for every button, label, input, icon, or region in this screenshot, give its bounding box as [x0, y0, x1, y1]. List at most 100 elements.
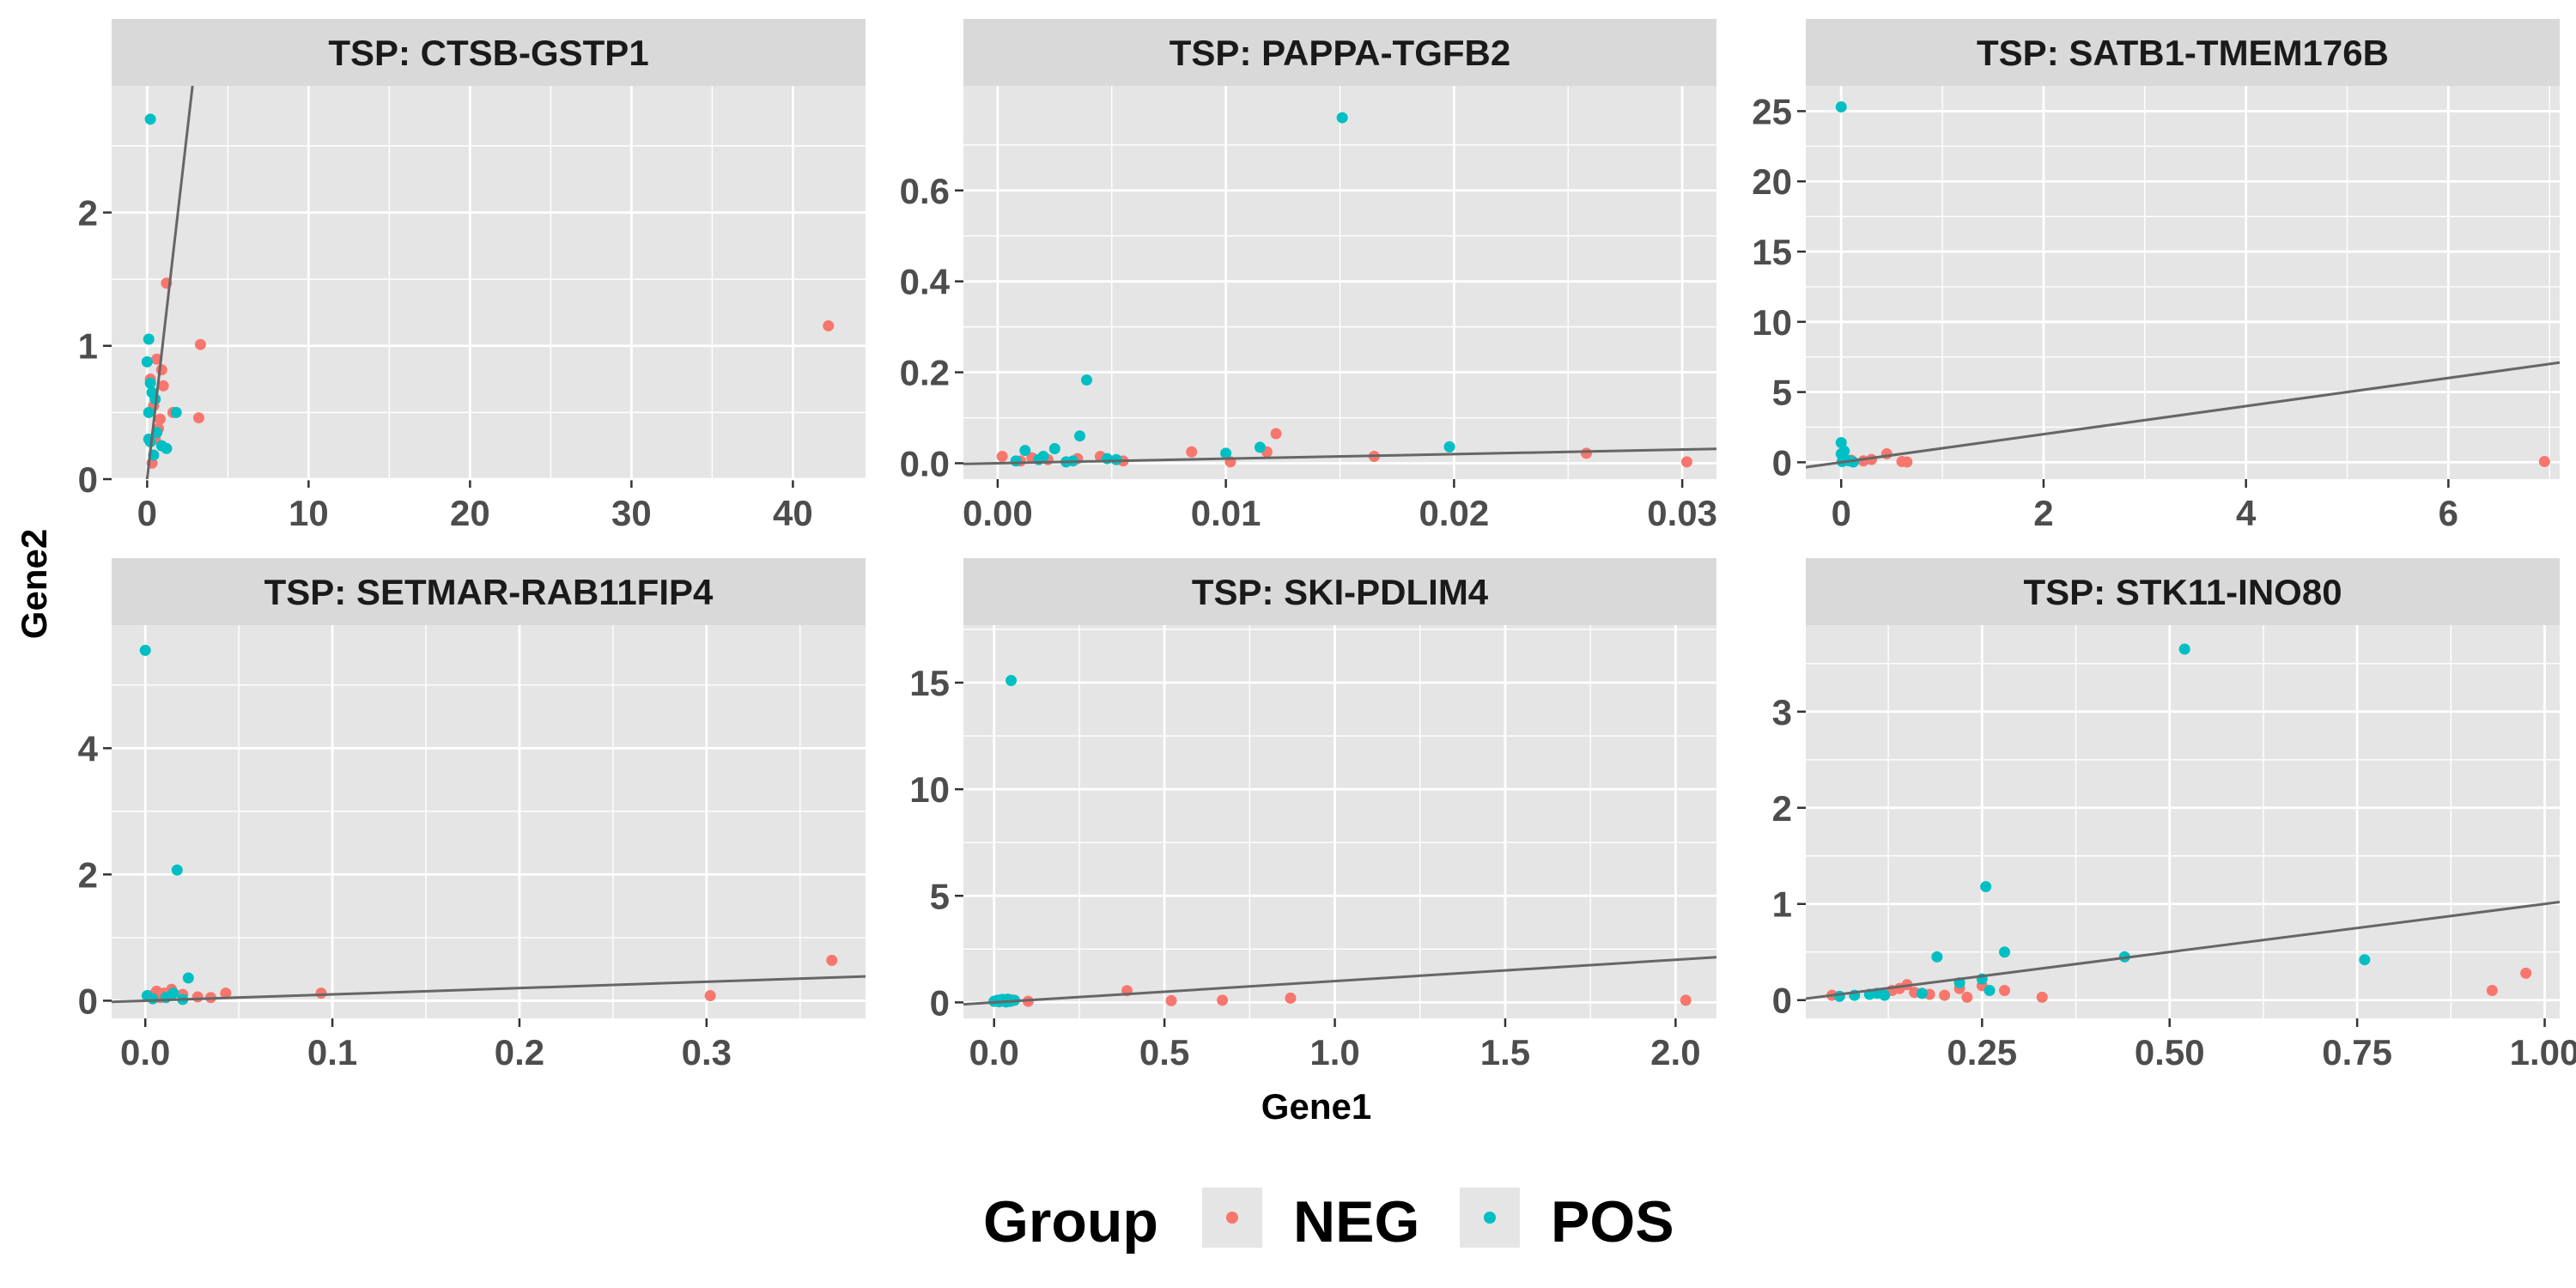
data-point-pos: [1074, 430, 1086, 442]
legend: Group NEG POS: [983, 1188, 1674, 1255]
y-tick-label: 0.4: [900, 262, 951, 302]
data-point-neg: [1961, 991, 1973, 1003]
data-point-pos: [144, 377, 156, 389]
x-tick-label: 0.0: [120, 1032, 170, 1072]
y-tick-label: 0: [930, 982, 950, 1023]
data-point-neg: [1165, 994, 1177, 1006]
legend-label-neg: NEG: [1293, 1189, 1419, 1255]
data-point-pos: [1838, 445, 1850, 457]
y-tick-label: 0: [1772, 981, 1792, 1021]
y-tick-label: 2: [78, 192, 98, 233]
data-point-neg: [1680, 994, 1692, 1006]
data-point-neg: [155, 364, 167, 376]
x-tick-label: 30: [611, 493, 652, 533]
data-point-pos: [139, 644, 151, 656]
y-tick-label: 15: [909, 663, 950, 703]
plot-area: [112, 625, 866, 1018]
y-tick-label: 0.2: [900, 353, 950, 393]
y-tick-label: 15: [1752, 232, 1792, 272]
y-tick-label: 20: [1752, 161, 1792, 202]
x-tick-label: 6: [2439, 493, 2458, 533]
facet-panel: TSP: SETMAR-RAB11FIP4 0.0 0.1 0.2 0.3 0 2 4: [78, 558, 866, 1072]
data-point-neg: [220, 987, 232, 999]
data-point-neg: [1999, 985, 2011, 997]
data-point-neg: [154, 413, 166, 425]
facet-title: TSP: PAPPA-TGFB2: [1170, 33, 1510, 73]
data-point-pos: [1999, 946, 2011, 958]
data-point-neg: [1680, 456, 1692, 468]
data-point-pos: [2359, 954, 2371, 966]
data-point-neg: [194, 338, 206, 350]
y-tick-label: 3: [1772, 692, 1792, 732]
data-point-pos: [143, 333, 155, 345]
data-point-neg: [1186, 446, 1198, 458]
y-tick-label: 5: [1772, 373, 1792, 413]
x-tick-label: 0.1: [307, 1032, 357, 1072]
facet-panel: TSP: SATB1-TMEM176B 0 2 4 6 0 5 10 15 20 25: [1752, 19, 2560, 533]
plot-area: [1806, 86, 2560, 479]
data-point-pos: [1220, 447, 1232, 459]
legend-title: Group: [983, 1189, 1158, 1255]
facet-panel: TSP: STK11-INO80 0.25 0.50 0.75 1.00 0 1 2 3: [1772, 558, 2576, 1072]
y-tick-label: 10: [1752, 302, 1792, 343]
facet-strip: [963, 558, 1716, 625]
minor-gridlines: [112, 86, 866, 479]
minor-gridlines: [963, 625, 1716, 1018]
facet-title: TSP: SKI-PDLIM4: [1192, 572, 1489, 612]
data-point-pos: [1879, 989, 1891, 1001]
facet-title: TSP: STK11-INO80: [2023, 572, 2342, 612]
data-points: [1826, 643, 2532, 1003]
x-tick-label: 1.00: [2510, 1032, 2576, 1072]
y-tick-label: 2: [78, 854, 98, 895]
data-point-pos: [1984, 985, 1996, 997]
y-axis-title: Gene2: [14, 529, 54, 639]
x-tick-label: 0.75: [2322, 1032, 2392, 1072]
x-tick-label: 0.3: [682, 1032, 732, 1072]
fit-line: [963, 447, 1716, 465]
fit-line: [963, 956, 1716, 1006]
data-point-pos: [182, 972, 194, 984]
data-point-neg: [996, 451, 1008, 463]
x-tick-label: 0.50: [2135, 1032, 2205, 1072]
x-tick-label: 2: [2033, 493, 2053, 533]
data-point-neg: [315, 987, 327, 999]
x-tick-label: 4: [2236, 493, 2257, 533]
facet-strip: [963, 19, 1716, 86]
data-point-neg: [823, 319, 835, 331]
data-point-neg: [157, 380, 169, 392]
data-point-pos: [1916, 987, 1928, 999]
facet-title: TSP: SETMAR-RAB11FIP4: [264, 572, 714, 612]
minor-gridlines: [1806, 86, 2560, 479]
facet-strip: [112, 19, 866, 86]
data-point-neg: [2538, 456, 2550, 468]
data-point-pos: [1254, 441, 1266, 453]
data-point-pos: [144, 113, 156, 125]
y-tick-label: 0.6: [900, 171, 950, 211]
data-point-pos: [1833, 990, 1845, 1002]
legend-marker-neg: [1226, 1212, 1238, 1224]
fit-line: [1806, 361, 2560, 469]
y-tick-label: 1: [1772, 884, 1792, 925]
data-point-neg: [1581, 447, 1593, 459]
y-tick-label: 2: [1772, 788, 1792, 829]
x-tick-label: 0.25: [1947, 1032, 2017, 1072]
plot-area: [1806, 625, 2560, 1018]
data-point-pos: [1048, 443, 1060, 455]
data-point-neg: [2520, 967, 2532, 979]
y-tick-label: 10: [909, 769, 950, 810]
plot-area: [963, 625, 1716, 1018]
y-tick-label: 1: [78, 326, 98, 367]
facet-strip: [1806, 558, 2560, 625]
facet-strip: [1806, 19, 2560, 86]
x-tick-label: 20: [450, 493, 490, 533]
facet-panel: TSP: PAPPA-TGFB2 0.00 0.01 0.02 0.03 0.0 0.2 0.…: [900, 19, 1717, 533]
legend-label-pos: POS: [1551, 1189, 1674, 1255]
x-tick-label: 0.5: [1139, 1032, 1189, 1072]
x-tick-label: 1.0: [1309, 1032, 1359, 1072]
minor-gridlines: [112, 625, 866, 1018]
y-tick-label: 4: [78, 728, 99, 769]
data-point-pos: [1835, 101, 1847, 113]
x-tick-label: 40: [773, 493, 813, 533]
data-point-neg: [191, 991, 204, 1003]
y-tick-label: 0: [78, 459, 98, 500]
